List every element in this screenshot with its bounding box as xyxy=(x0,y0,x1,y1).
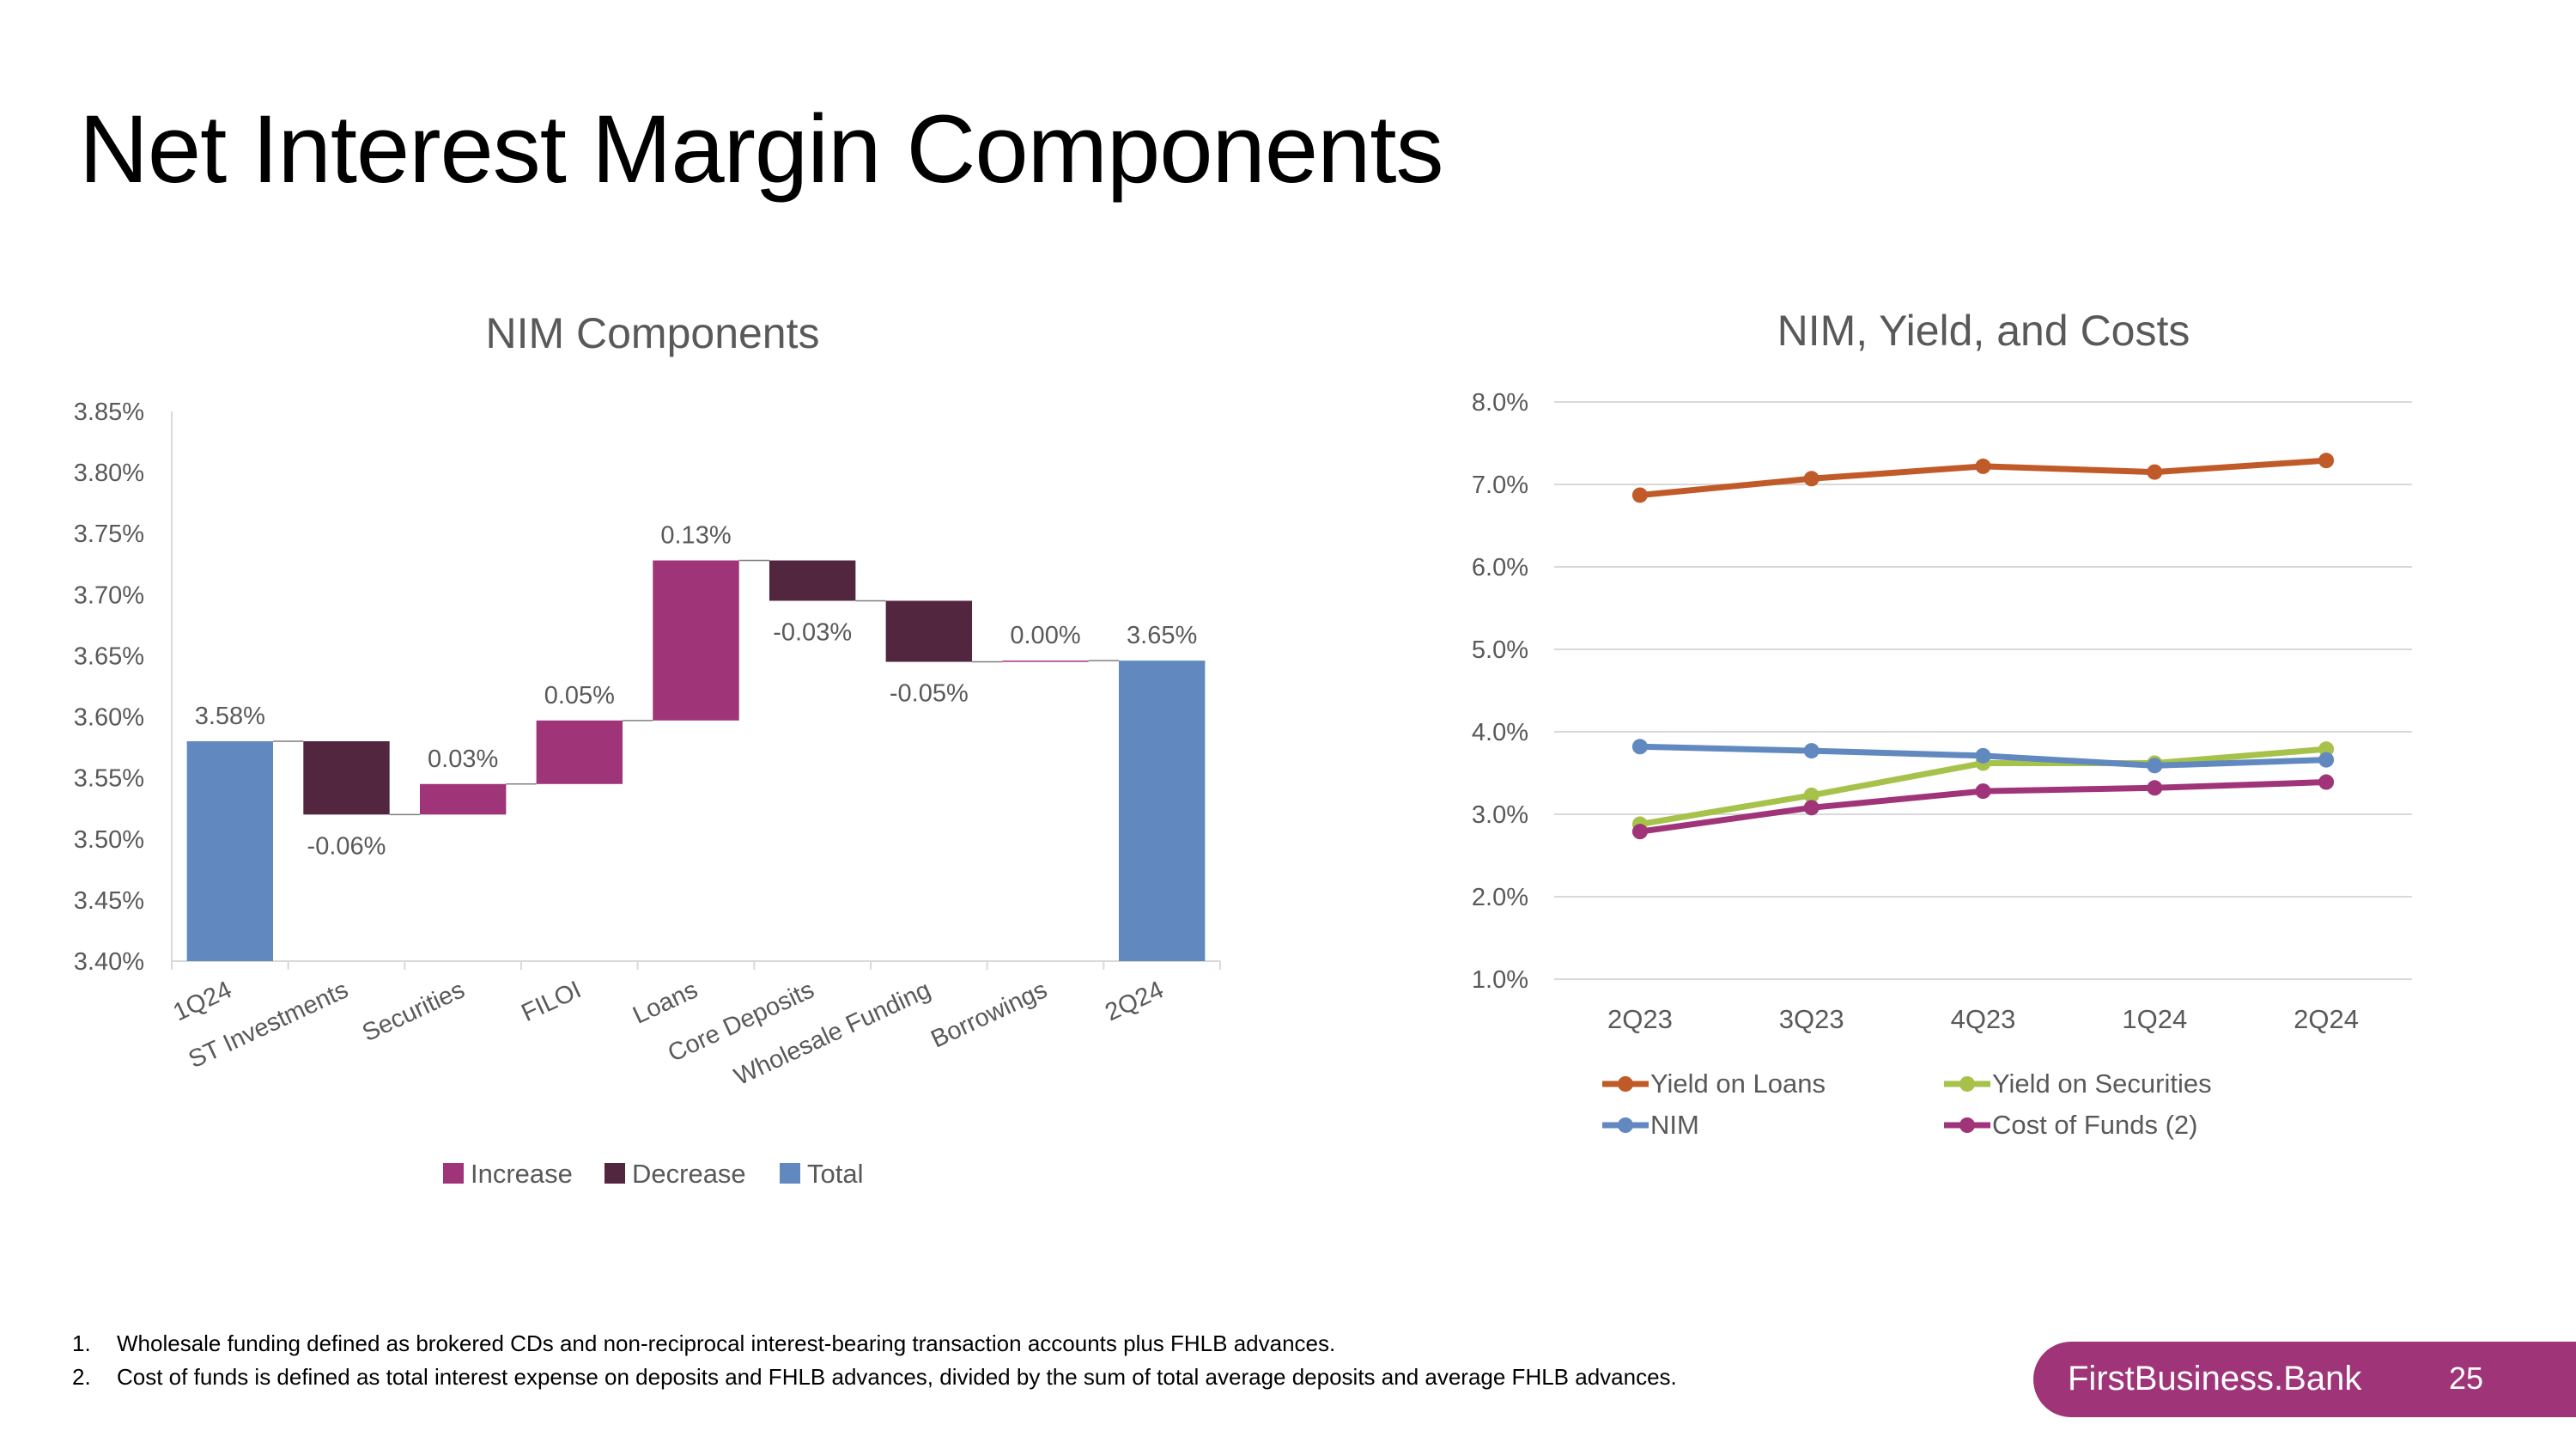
y-tick-label: 3.80% xyxy=(74,460,144,487)
legend-marker xyxy=(1959,1117,1975,1133)
data-point xyxy=(1803,471,1820,487)
legend-label: Yield on Securities xyxy=(1992,1068,2212,1099)
data-point xyxy=(1631,824,1648,840)
waterfall-bar xyxy=(1118,661,1206,961)
waterfall-bar xyxy=(653,560,739,721)
brand-logo-text: FirstBusiness.Bank xyxy=(2068,1360,2362,1397)
footnote-number: 2. xyxy=(72,1364,91,1390)
data-point xyxy=(2147,464,2163,480)
x-tick-label: Loans xyxy=(629,976,702,1029)
brand-banner xyxy=(2033,1342,2576,1417)
x-tick-label: 2Q23 xyxy=(1607,1004,1673,1034)
y-tick-label: 7.0% xyxy=(1472,472,1528,499)
x-tick-label: 1Q24 xyxy=(169,976,236,1026)
y-tick-label: 2.0% xyxy=(1472,884,1528,911)
y-tick-label: 3.55% xyxy=(74,765,144,793)
y-tick-label: 3.40% xyxy=(74,948,144,976)
waterfall-bar xyxy=(885,600,973,662)
legend-swatch xyxy=(443,1163,464,1184)
data-point xyxy=(2318,752,2335,768)
waterfall-bar xyxy=(536,720,623,784)
x-tick-label: Borrowings xyxy=(927,976,1051,1053)
waterfall-bar xyxy=(186,741,274,961)
y-tick-label: 6.0% xyxy=(1472,554,1528,581)
nim-components-chart: NIM Components 3.40% 3.45% 3.50% 3.55% 3.60% 3… xyxy=(74,309,1221,1189)
footnotes: 1. Wholesale funding defined as brokered… xyxy=(72,1327,1677,1394)
footnote-2: 2. Cost of funds is defined as total int… xyxy=(72,1361,1677,1394)
waterfall-bar xyxy=(1002,661,1089,662)
data-point xyxy=(1975,458,1991,474)
y-tick-label: 3.70% xyxy=(74,581,144,609)
data-point xyxy=(1803,800,1820,816)
footnote-number: 1. xyxy=(72,1330,91,1356)
data-label: 0.03% xyxy=(428,746,498,773)
waterfall-bar xyxy=(769,560,856,601)
footnote-text: Wholesale funding defined as brokered CD… xyxy=(117,1330,1336,1356)
x-tick-label: FILOI xyxy=(518,976,586,1027)
data-label: 0.00% xyxy=(1010,622,1080,649)
x-tick-label: 4Q23 xyxy=(1951,1004,2016,1034)
x-tick-label: Wholesale Funding xyxy=(730,976,935,1091)
waterfall-bar xyxy=(303,741,390,815)
data-label: 3.58% xyxy=(195,703,265,730)
y-tick-label: 3.75% xyxy=(74,521,144,548)
data-label: 3.65% xyxy=(1127,622,1197,649)
data-point xyxy=(2318,453,2335,469)
data-label: -0.03% xyxy=(773,618,852,646)
page-title: Net Interest Margin Components xyxy=(79,95,1444,203)
legend-swatch xyxy=(605,1163,625,1184)
legend-marker xyxy=(1618,1117,1633,1133)
x-tick-label: 1Q24 xyxy=(2122,1004,2187,1034)
data-label: 0.05% xyxy=(544,682,615,709)
footnote-1: 1. Wholesale funding defined as brokered… xyxy=(72,1327,1677,1361)
y-tick-label: 5.0% xyxy=(1472,636,1528,664)
legend-marker xyxy=(1618,1076,1633,1092)
waterfall-bar xyxy=(419,783,507,815)
footnote-text: Cost of funds is defined as total intere… xyxy=(117,1364,1677,1390)
data-point xyxy=(2147,780,2163,796)
y-tick-label: 3.45% xyxy=(74,887,144,915)
data-point xyxy=(2147,758,2163,774)
data-point xyxy=(2318,774,2335,790)
legend-label: Total xyxy=(807,1159,863,1189)
data-label: -0.05% xyxy=(890,680,969,708)
legend-label: NIM xyxy=(1650,1110,1699,1140)
data-point xyxy=(2318,741,2335,758)
legend-label: Yield on Loans xyxy=(1650,1068,1826,1099)
y-tick-label: 1.0% xyxy=(1472,966,1528,994)
y-tick-label: 8.0% xyxy=(1472,389,1528,417)
legend-swatch xyxy=(780,1163,800,1184)
legend-label: Decrease xyxy=(632,1159,746,1189)
legend-label: Increase xyxy=(471,1159,573,1189)
data-point xyxy=(1975,783,1991,800)
data-point xyxy=(1803,787,1820,803)
chart-title: NIM Components xyxy=(485,309,819,357)
data-point xyxy=(1631,739,1648,755)
data-point xyxy=(1975,747,1991,764)
x-tick-label: 2Q24 xyxy=(1101,976,1168,1026)
y-tick-label: 3.0% xyxy=(1472,801,1528,829)
y-tick-label: 3.85% xyxy=(74,399,144,426)
y-tick-label: 4.0% xyxy=(1472,719,1528,746)
data-label: 0.13% xyxy=(660,522,731,550)
y-tick-label: 3.65% xyxy=(74,642,144,670)
x-tick-label: 3Q23 xyxy=(1779,1004,1844,1034)
page-number: 25 xyxy=(2449,1361,2484,1396)
data-point xyxy=(1803,743,1820,759)
data-label: -0.06% xyxy=(307,832,386,860)
nim-yield-costs-chart: NIM, Yield, and Costs 1.0% 2.0% 3.0% 4.0% 5.0… xyxy=(1472,307,2412,1140)
legend-marker xyxy=(1959,1076,1975,1092)
x-tick-label: Securities xyxy=(358,976,469,1047)
chart-title: NIM, Yield, and Costs xyxy=(1777,307,2190,355)
y-tick-label: 3.50% xyxy=(74,826,144,854)
legend-label: Cost of Funds (2) xyxy=(1992,1110,2197,1140)
y-tick-label: 3.60% xyxy=(74,704,144,732)
data-point xyxy=(1631,487,1648,503)
x-tick-label: 2Q24 xyxy=(2293,1004,2359,1034)
